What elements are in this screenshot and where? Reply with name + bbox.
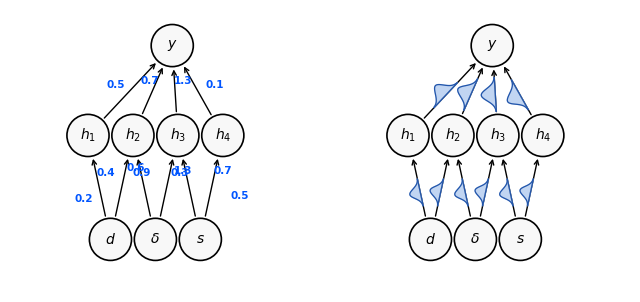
Circle shape bbox=[202, 114, 244, 156]
Circle shape bbox=[454, 218, 497, 260]
Text: $h_3$: $h_3$ bbox=[170, 127, 186, 144]
Text: 0.5: 0.5 bbox=[107, 80, 125, 90]
Polygon shape bbox=[500, 179, 513, 206]
Text: 0.5: 0.5 bbox=[230, 191, 249, 201]
Text: $h_3$: $h_3$ bbox=[490, 127, 506, 144]
Circle shape bbox=[151, 24, 193, 67]
Text: 0.7: 0.7 bbox=[214, 165, 232, 175]
Text: 0.7: 0.7 bbox=[140, 76, 159, 86]
Polygon shape bbox=[481, 78, 497, 111]
Text: 0.4: 0.4 bbox=[97, 168, 116, 178]
Circle shape bbox=[387, 114, 429, 156]
Text: $\delta$: $\delta$ bbox=[150, 232, 160, 246]
Text: 0.2: 0.2 bbox=[74, 194, 93, 204]
Text: $d$: $d$ bbox=[425, 232, 436, 247]
Circle shape bbox=[67, 114, 109, 156]
Text: 1.3: 1.3 bbox=[174, 76, 193, 86]
Text: 1.3: 1.3 bbox=[174, 165, 193, 175]
Circle shape bbox=[112, 114, 154, 156]
Polygon shape bbox=[455, 179, 468, 206]
Circle shape bbox=[477, 114, 519, 156]
Text: $s$: $s$ bbox=[196, 232, 205, 246]
Circle shape bbox=[134, 218, 177, 260]
Text: $h_1$: $h_1$ bbox=[400, 127, 416, 144]
Text: 0.1: 0.1 bbox=[205, 80, 223, 90]
Polygon shape bbox=[475, 179, 488, 206]
Polygon shape bbox=[458, 79, 477, 110]
Circle shape bbox=[179, 218, 221, 260]
Text: $y$: $y$ bbox=[167, 38, 178, 53]
Text: $d$: $d$ bbox=[105, 232, 116, 247]
Text: $y$: $y$ bbox=[487, 38, 498, 53]
Text: $h_1$: $h_1$ bbox=[80, 127, 96, 144]
Text: 0.6: 0.6 bbox=[127, 163, 145, 173]
Circle shape bbox=[471, 24, 513, 67]
Circle shape bbox=[410, 218, 452, 260]
Circle shape bbox=[499, 218, 541, 260]
Text: $\delta$: $\delta$ bbox=[470, 232, 480, 246]
Text: $h_2$: $h_2$ bbox=[125, 127, 141, 144]
Polygon shape bbox=[434, 83, 457, 108]
Polygon shape bbox=[410, 179, 423, 206]
Text: $h_2$: $h_2$ bbox=[445, 127, 461, 144]
Polygon shape bbox=[508, 80, 528, 110]
Text: $h_4$: $h_4$ bbox=[534, 127, 551, 144]
Text: 0.3: 0.3 bbox=[170, 168, 189, 178]
Circle shape bbox=[157, 114, 199, 156]
Circle shape bbox=[432, 114, 474, 156]
Text: $s$: $s$ bbox=[516, 232, 525, 246]
Text: 0.9: 0.9 bbox=[132, 168, 150, 178]
Polygon shape bbox=[430, 179, 444, 206]
Circle shape bbox=[90, 218, 132, 260]
Text: $h_4$: $h_4$ bbox=[214, 127, 231, 144]
Circle shape bbox=[522, 114, 564, 156]
Polygon shape bbox=[520, 179, 533, 206]
